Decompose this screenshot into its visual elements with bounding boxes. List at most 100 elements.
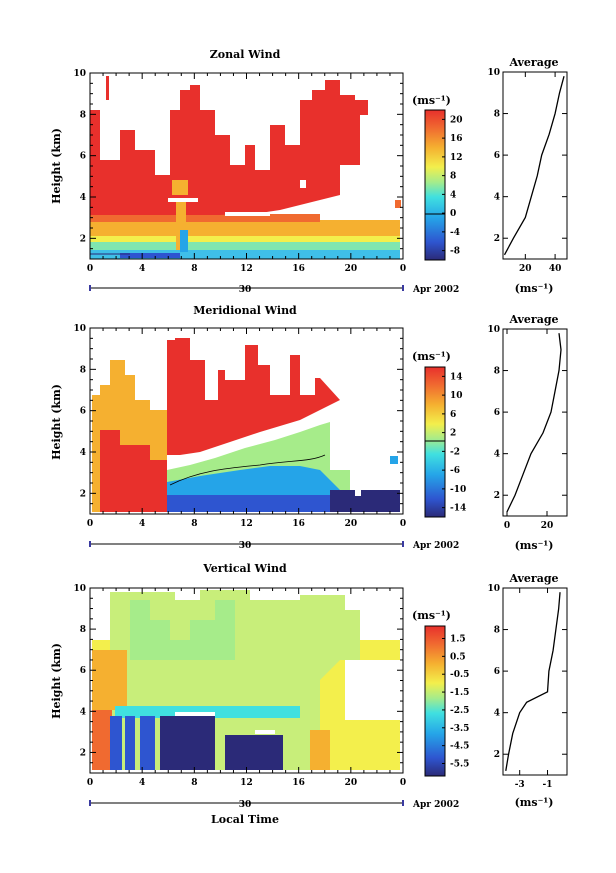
zonal-colorbar-units: (ms⁻¹)	[412, 94, 451, 107]
meridional-colorbar-units: (ms⁻¹)	[412, 350, 451, 363]
zonal-profile-y-tick-label: 6	[494, 151, 500, 161]
vertical-y-tick-label: 8	[80, 625, 86, 635]
zonal-title: Zonal Wind	[210, 48, 281, 61]
zonal-y-tick-label: 2	[80, 234, 86, 244]
zonal-y-tick-label: 6	[80, 152, 86, 162]
vertical-colorbar-tick-label: -5.5	[450, 760, 469, 770]
vertical-profile-x-tick-label: -3	[515, 780, 525, 790]
zonal-x-tick-label: 20	[345, 264, 358, 274]
vertical-y-tick-label: 4	[80, 707, 86, 717]
vertical-profile-frame	[502, 587, 568, 776]
meridional-y-tick-label: 10	[73, 324, 86, 334]
vertical-colorbar-tick-label: 1.5	[450, 635, 466, 645]
vertical-y-tick-label: 10	[73, 584, 86, 594]
zonal-profile-x-tick-label: 40	[549, 264, 562, 274]
vertical-profile-y-tick-label: 6	[494, 667, 500, 677]
vertical-colorbar-tick-label: -0.5	[450, 670, 469, 680]
zonal-y-tick-label: 8	[80, 110, 86, 120]
meridional-profile-y-tick-label: 2	[494, 491, 500, 501]
zonal-profile-frame	[502, 71, 568, 260]
vertical-colorbar-tick-label: -4.5	[450, 742, 469, 752]
vertical-colorbar-tick-label: -2.5	[450, 706, 469, 716]
vertical-colorbar-units: (ms⁻¹)	[412, 609, 451, 622]
zonal-x-tick-label: 0	[400, 264, 406, 274]
meridional-x-tick-label: 16	[292, 519, 305, 529]
zonal-x-tick-label: 8	[191, 264, 197, 274]
vertical-x-tick-label: 8	[191, 778, 197, 788]
meridional-title: Meridional Wind	[193, 304, 297, 317]
meridional-y-tick-label: 4	[80, 448, 86, 458]
meridional-profile-title: Average	[508, 313, 558, 326]
zonal-profile-y-tick-label: 2	[494, 234, 500, 244]
meridional-profile-frame	[502, 328, 568, 517]
vertical-ylabel: Height (km)	[50, 643, 63, 719]
meridional-y-tick-label: 8	[80, 365, 86, 375]
vertical-average-profile-line	[505, 592, 561, 771]
zonal-profile-y-tick-label: 8	[494, 110, 500, 120]
meridional-y-tick-label: 2	[80, 489, 86, 499]
meridional-ylabel: Height (km)	[50, 384, 63, 460]
meridional-profile-y-tick-label: 4	[494, 450, 500, 460]
meridional-profile-units: (ms⁻¹)	[515, 539, 554, 552]
meridional-colorbar-tick-label: -2	[450, 447, 460, 457]
vertical-heatmap	[92, 590, 400, 770]
vertical-profile-y-tick-label: 2	[494, 750, 500, 760]
zonal-x-tick-label: 0	[87, 264, 93, 274]
zonal-profile-units: (ms⁻¹)	[515, 282, 554, 295]
vertical-profile-title: Average	[508, 572, 558, 585]
zonal-profile-y-tick-label: 4	[494, 193, 500, 203]
x-axis-label: Local Time	[211, 813, 279, 826]
vertical-profile-units: (ms⁻¹)	[515, 796, 554, 809]
zonal-x-tick-label: 16	[292, 264, 305, 274]
meridional-profile-y-tick-label: 8	[494, 367, 500, 377]
zonal-heatmap	[90, 76, 401, 259]
vertical-colorbar-tick-label: 0.5	[450, 652, 466, 662]
vertical-x-tick-label: 12	[240, 778, 253, 788]
zonal-colorbar-tick-label: 20	[450, 115, 463, 125]
vertical-x-tick-label: 20	[345, 778, 358, 788]
meridional-profile-x-tick-label: 20	[541, 521, 554, 531]
vertical-profile-y-tick-label: 8	[494, 626, 500, 636]
meridional-profile-y-tick-label: 6	[494, 408, 500, 418]
meridional-x-tick-label: 20	[345, 519, 358, 529]
zonal-x-tick-label: 4	[139, 264, 145, 274]
zonal-colorbar-tick-label: -4	[450, 228, 460, 238]
meridional-x-tick-label: 0	[87, 519, 93, 529]
meridional-date-label: Apr 2002	[412, 541, 459, 551]
vertical-y-tick-label: 6	[80, 666, 86, 676]
vertical-x-tick-label: 0	[400, 778, 406, 788]
meridional-colorbar	[424, 366, 446, 518]
meridional-x-tick-label: 12	[240, 519, 253, 529]
meridional-x-tick-label: 0	[400, 519, 406, 529]
zonal-colorbar-tick-label: 16	[450, 134, 463, 144]
zonal-y-tick-label: 10	[73, 69, 86, 79]
vertical-title: Vertical Wind	[202, 562, 287, 575]
meridional-y-tick-label: 6	[80, 407, 86, 417]
vertical-profile-y-tick-label: 4	[494, 709, 500, 719]
meridional-profile-y-tick-label: 10	[487, 325, 500, 335]
zonal-colorbar-tick-label: 4	[450, 190, 456, 200]
zonal-y-tick-label: 4	[80, 193, 86, 203]
zonal-day-label: 30	[239, 285, 252, 295]
vertical-colorbar	[424, 625, 446, 777]
vertical-y-tick-label: 2	[80, 748, 86, 758]
meridional-colorbar-tick-label: -10	[450, 485, 466, 495]
vertical-x-tick-label: 4	[139, 778, 145, 788]
meridional-x-tick-label: 4	[139, 519, 145, 529]
zonal-colorbar-tick-label: -8	[450, 247, 460, 257]
meridional-colorbar-tick-label: 10	[450, 391, 463, 401]
zonal-date-label: Apr 2002	[412, 285, 459, 295]
vertical-colorbar-tick-label: -3.5	[450, 724, 469, 734]
vertical-profile-y-tick-label: 10	[487, 584, 500, 594]
meridional-profile-x-tick-label: 0	[504, 521, 510, 531]
zonal-colorbar	[424, 109, 446, 261]
zonal-colorbar-tick-label: 12	[450, 153, 463, 163]
vertical-date-label: Apr 2002	[412, 800, 459, 810]
meridional-colorbar-tick-label: -14	[450, 504, 466, 514]
meridional-colorbar-tick-label: 2	[450, 429, 456, 439]
vertical-profile-x-tick-label: -1	[543, 780, 553, 790]
zonal-x-tick-label: 12	[240, 264, 253, 274]
